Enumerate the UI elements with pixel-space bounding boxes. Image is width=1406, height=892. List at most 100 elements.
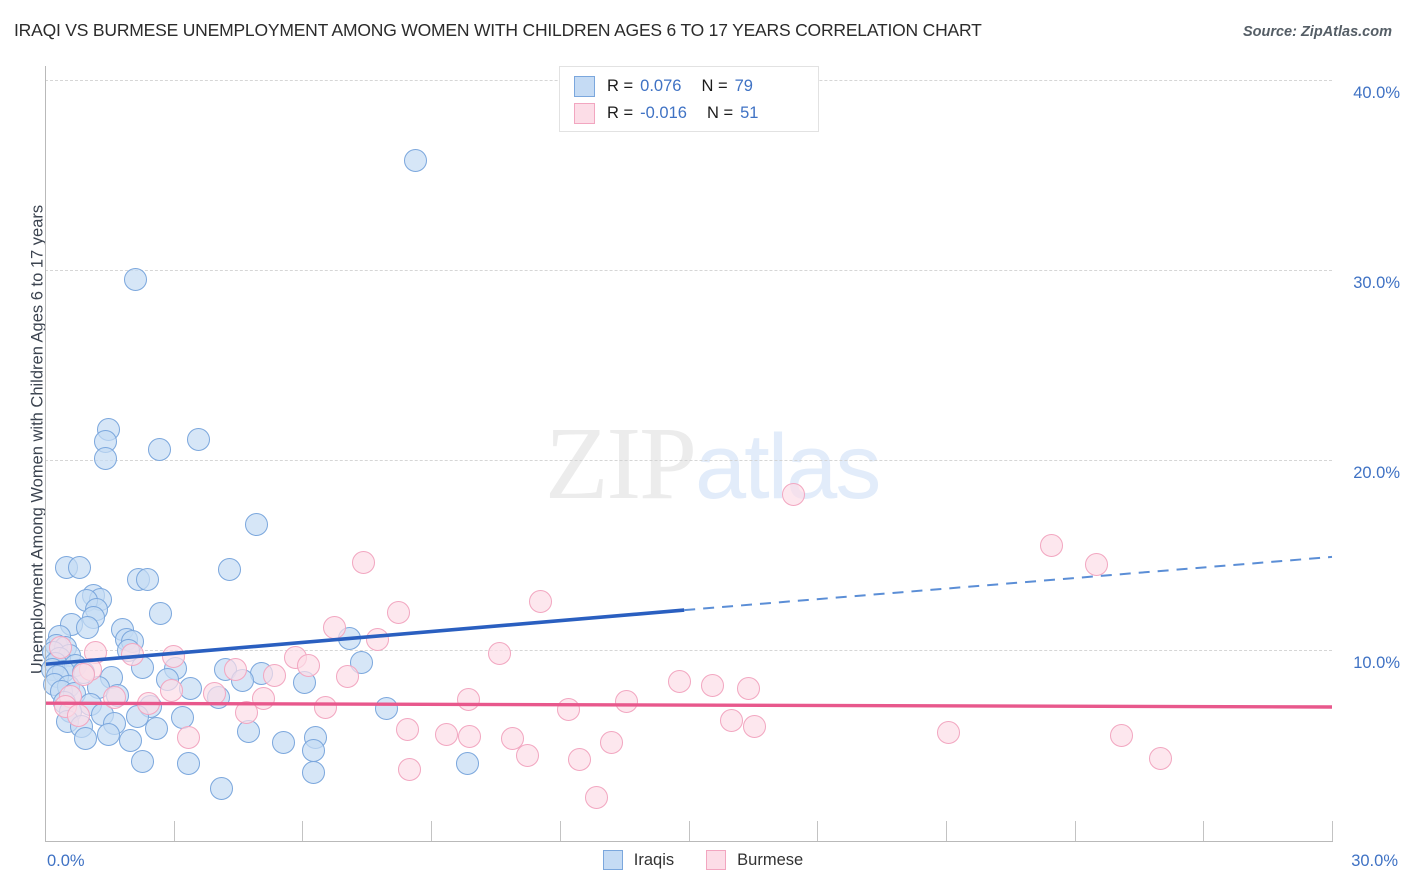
- scatter-point-iraqis: [374, 697, 398, 721]
- legend-n-value-iraqis: 79: [734, 76, 753, 95]
- scatter-point-burmese: [743, 714, 767, 738]
- scatter-point-burmese: [1039, 534, 1063, 557]
- scatter-point-iraqis: [145, 717, 169, 741]
- scatter-point-burmese: [160, 679, 184, 703]
- x-tick-21: [945, 821, 947, 841]
- scatter-point-iraqis: [148, 438, 172, 462]
- x-tick-12: [559, 821, 561, 841]
- scatter-point-burmese: [66, 704, 90, 728]
- scatter-point-burmese: [314, 696, 338, 720]
- scatter-point-iraqis: [119, 728, 143, 752]
- scatter-point-burmese: [297, 653, 321, 677]
- scatter-point-burmese: [48, 635, 72, 659]
- y-tick-label-40: 40.0%: [1353, 84, 1400, 102]
- scatter-point-iraqis: [124, 268, 148, 291]
- page-title: IRAQI VS BURMESE UNEMPLOYMENT AMONG WOME…: [14, 20, 982, 40]
- scatter-point-iraqis: [301, 761, 325, 785]
- scatter-point-iraqis: [135, 568, 159, 592]
- scatter-point-burmese: [102, 686, 126, 709]
- scatter-point-burmese: [1110, 724, 1134, 747]
- scatter-point-burmese: [737, 676, 761, 700]
- scatter-point-burmese: [668, 669, 692, 693]
- scatter-point-burmese: [396, 718, 419, 742]
- series-legend-item-iraqis[interactable]: Iraqis: [602, 850, 675, 870]
- scatter-point-burmese: [614, 689, 638, 713]
- scatter-point-iraqis: [301, 739, 325, 763]
- gridline-y-30: [45, 270, 1332, 271]
- scatter-point-burmese: [365, 628, 389, 652]
- scatter-point-burmese: [567, 747, 591, 771]
- scatter-point-burmese: [351, 551, 375, 575]
- gridline-y-20: [45, 460, 1332, 461]
- legend-r-label-burmese: R =: [607, 103, 634, 122]
- scatter-point-burmese: [719, 708, 743, 732]
- x-tick-3: [173, 821, 175, 841]
- correlation-legend: R = 0.076 N = 79 R = -0.016 N = 51: [559, 66, 819, 132]
- scatter-point-iraqis: [177, 751, 201, 775]
- scatter-point-burmese: [528, 590, 552, 614]
- scatter-point-iraqis: [244, 513, 268, 537]
- scatter-point-iraqis: [96, 723, 120, 747]
- legend-r-value-burmese: -0.016: [640, 103, 687, 122]
- scatter-point-iraqis: [67, 555, 91, 579]
- plot-area: [40, 80, 1332, 840]
- x-tick-30: [1332, 821, 1333, 841]
- series-legend: Iraqis Burmese: [0, 850, 1406, 870]
- scatter-point-burmese: [516, 743, 540, 767]
- scatter-point-iraqis: [271, 730, 295, 754]
- legend-n-label-burmese: N =: [706, 103, 734, 122]
- x-tick-24: [1074, 821, 1076, 841]
- x-tick-27: [1203, 821, 1205, 841]
- scatter-point-burmese: [556, 698, 580, 722]
- scatter-point-burmese: [782, 482, 806, 506]
- scatter-point-burmese: [936, 721, 960, 745]
- scatter-point-burmese: [458, 724, 482, 748]
- legend-r-label-iraqis: R =: [607, 76, 634, 95]
- x-axis-min-label: 0.0%: [47, 852, 85, 870]
- legend-row-burmese: R = -0.016 N = 51: [574, 100, 758, 126]
- scatter-point-burmese: [599, 730, 623, 754]
- gridline-y-10: [45, 650, 1332, 651]
- scatter-point-iraqis: [210, 777, 234, 801]
- source-label: Source: ZipAtlas.com: [1242, 24, 1392, 40]
- x-tick-18: [817, 821, 819, 841]
- x-axis-line: [45, 841, 1333, 842]
- scatter-point-iraqis: [186, 427, 210, 451]
- legend-n-value-burmese: 51: [740, 103, 759, 122]
- x-axis-max-label: 30.0%: [1351, 852, 1398, 870]
- series-swatch-burmese: [706, 850, 727, 870]
- scatter-point-burmese: [488, 642, 512, 666]
- scatter-point-iraqis: [93, 446, 117, 470]
- scatter-point-burmese: [1148, 746, 1172, 770]
- y-tick-label-30: 30.0%: [1353, 274, 1400, 292]
- scatter-point-burmese: [263, 664, 286, 688]
- scatter-point-burmese: [584, 785, 608, 809]
- y-axis-line: [45, 66, 46, 842]
- legend-swatch-burmese: [574, 102, 595, 124]
- x-tick-9: [431, 821, 433, 841]
- scatter-point-burmese: [501, 726, 525, 750]
- series-legend-item-burmese[interactable]: Burmese: [706, 850, 803, 870]
- scatter-point-burmese: [235, 701, 259, 725]
- series-label-iraqis: Iraqis: [633, 850, 675, 869]
- legend-row-iraqis: R = 0.076 N = 79: [574, 73, 753, 99]
- scatter-point-burmese: [177, 725, 201, 749]
- scatter-point-burmese: [434, 723, 458, 747]
- legend-swatch-iraqis: [574, 75, 595, 97]
- series-label-burmese: Burmese: [737, 850, 804, 869]
- x-tick-6: [302, 821, 304, 841]
- y-tick-label-20: 20.0%: [1353, 464, 1400, 482]
- scatter-point-burmese: [387, 601, 411, 625]
- scatter-point-iraqis: [403, 149, 427, 173]
- scatter-point-iraqis: [149, 602, 173, 626]
- legend-r-value-iraqis: 0.076: [640, 76, 682, 95]
- y-tick-label-10: 10.0%: [1353, 654, 1400, 672]
- scatter-point-burmese: [335, 665, 359, 689]
- scatter-point-burmese: [137, 691, 161, 715]
- scatter-point-iraqis: [74, 726, 98, 750]
- scatter-point-burmese: [398, 758, 422, 782]
- scatter-point-burmese: [323, 615, 347, 639]
- scatter-point-iraqis: [217, 557, 241, 581]
- scatter-point-iraqis: [456, 751, 480, 775]
